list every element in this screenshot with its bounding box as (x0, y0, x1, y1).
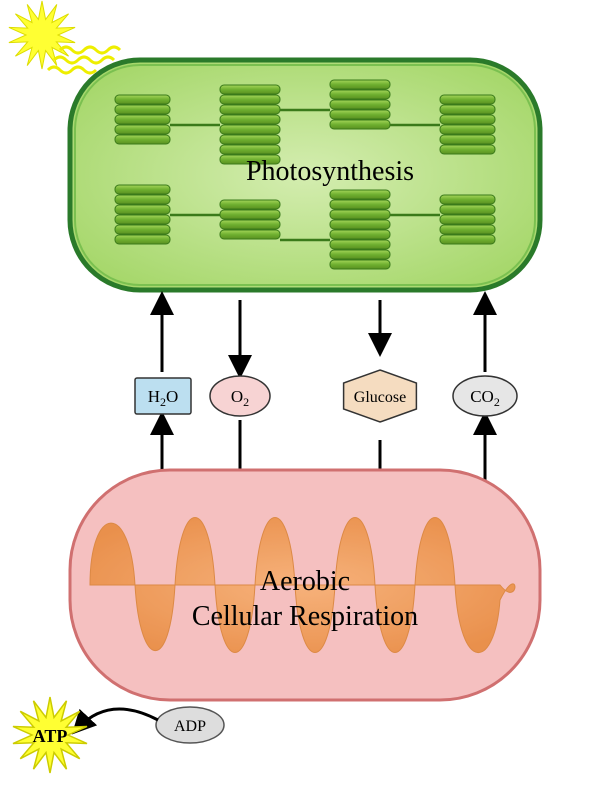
diagram: Photosynthesis H2O O2 Glucose CO2 Aerobi… (0, 0, 600, 800)
molecule-glucose: Glucose (344, 370, 417, 422)
adp-atp-arrow (78, 709, 158, 728)
sun-icon (9, 1, 120, 73)
molecule-o2: O2 (210, 376, 270, 416)
molecule-h2o: H2O (135, 378, 191, 414)
chloroplast: Photosynthesis (70, 60, 540, 290)
molecule-co2: CO2 (453, 376, 517, 416)
svg-text:ADP: ADP (174, 718, 206, 735)
main-svg: Photosynthesis H2O O2 Glucose CO2 Aerobi… (0, 0, 600, 800)
adp: ADP (156, 707, 224, 743)
respiration-label-2: Cellular Respiration (192, 601, 418, 632)
mitochondrion: Aerobic Cellular Respiration (70, 470, 540, 700)
photosynthesis-label: Photosynthesis (246, 156, 414, 187)
svg-text:ATP: ATP (33, 726, 68, 746)
atp-star: ATP (13, 697, 87, 773)
svg-text:Glucose: Glucose (354, 389, 406, 406)
respiration-label-1: Aerobic (260, 566, 350, 597)
